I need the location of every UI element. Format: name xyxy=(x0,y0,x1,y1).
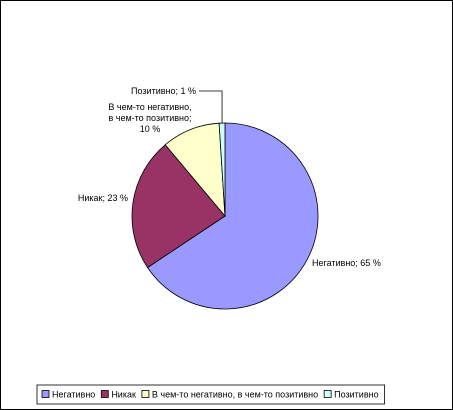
pie-slice xyxy=(147,122,319,310)
legend-label: Никак xyxy=(111,390,136,400)
data-label: В чем-то негативно, в чем-то позитивно; 10… xyxy=(108,102,191,134)
legend-label: Негативно xyxy=(52,390,95,400)
data-label: Никак; 23 % xyxy=(78,193,128,203)
legend-label: Позитивно xyxy=(334,390,378,400)
legend-swatch xyxy=(323,390,332,398)
legend: Негативно Никак В чем-то негативно, в чем-… xyxy=(36,384,385,405)
legend-swatch xyxy=(100,390,109,398)
leader-line xyxy=(199,90,223,124)
legend-swatch xyxy=(141,390,150,398)
data-label: Позитивно; 1 % xyxy=(131,86,196,96)
legend-swatch xyxy=(41,390,50,398)
legend-label: В чем-то негативно, в чем-то позитивно xyxy=(152,390,318,400)
legend-box xyxy=(36,384,385,405)
pie-slice xyxy=(131,144,226,269)
data-label: Негативно; 65 % xyxy=(312,258,381,268)
pie: Негативно; 65 % Никак; 23 % В чем-то негат… xyxy=(78,86,381,310)
